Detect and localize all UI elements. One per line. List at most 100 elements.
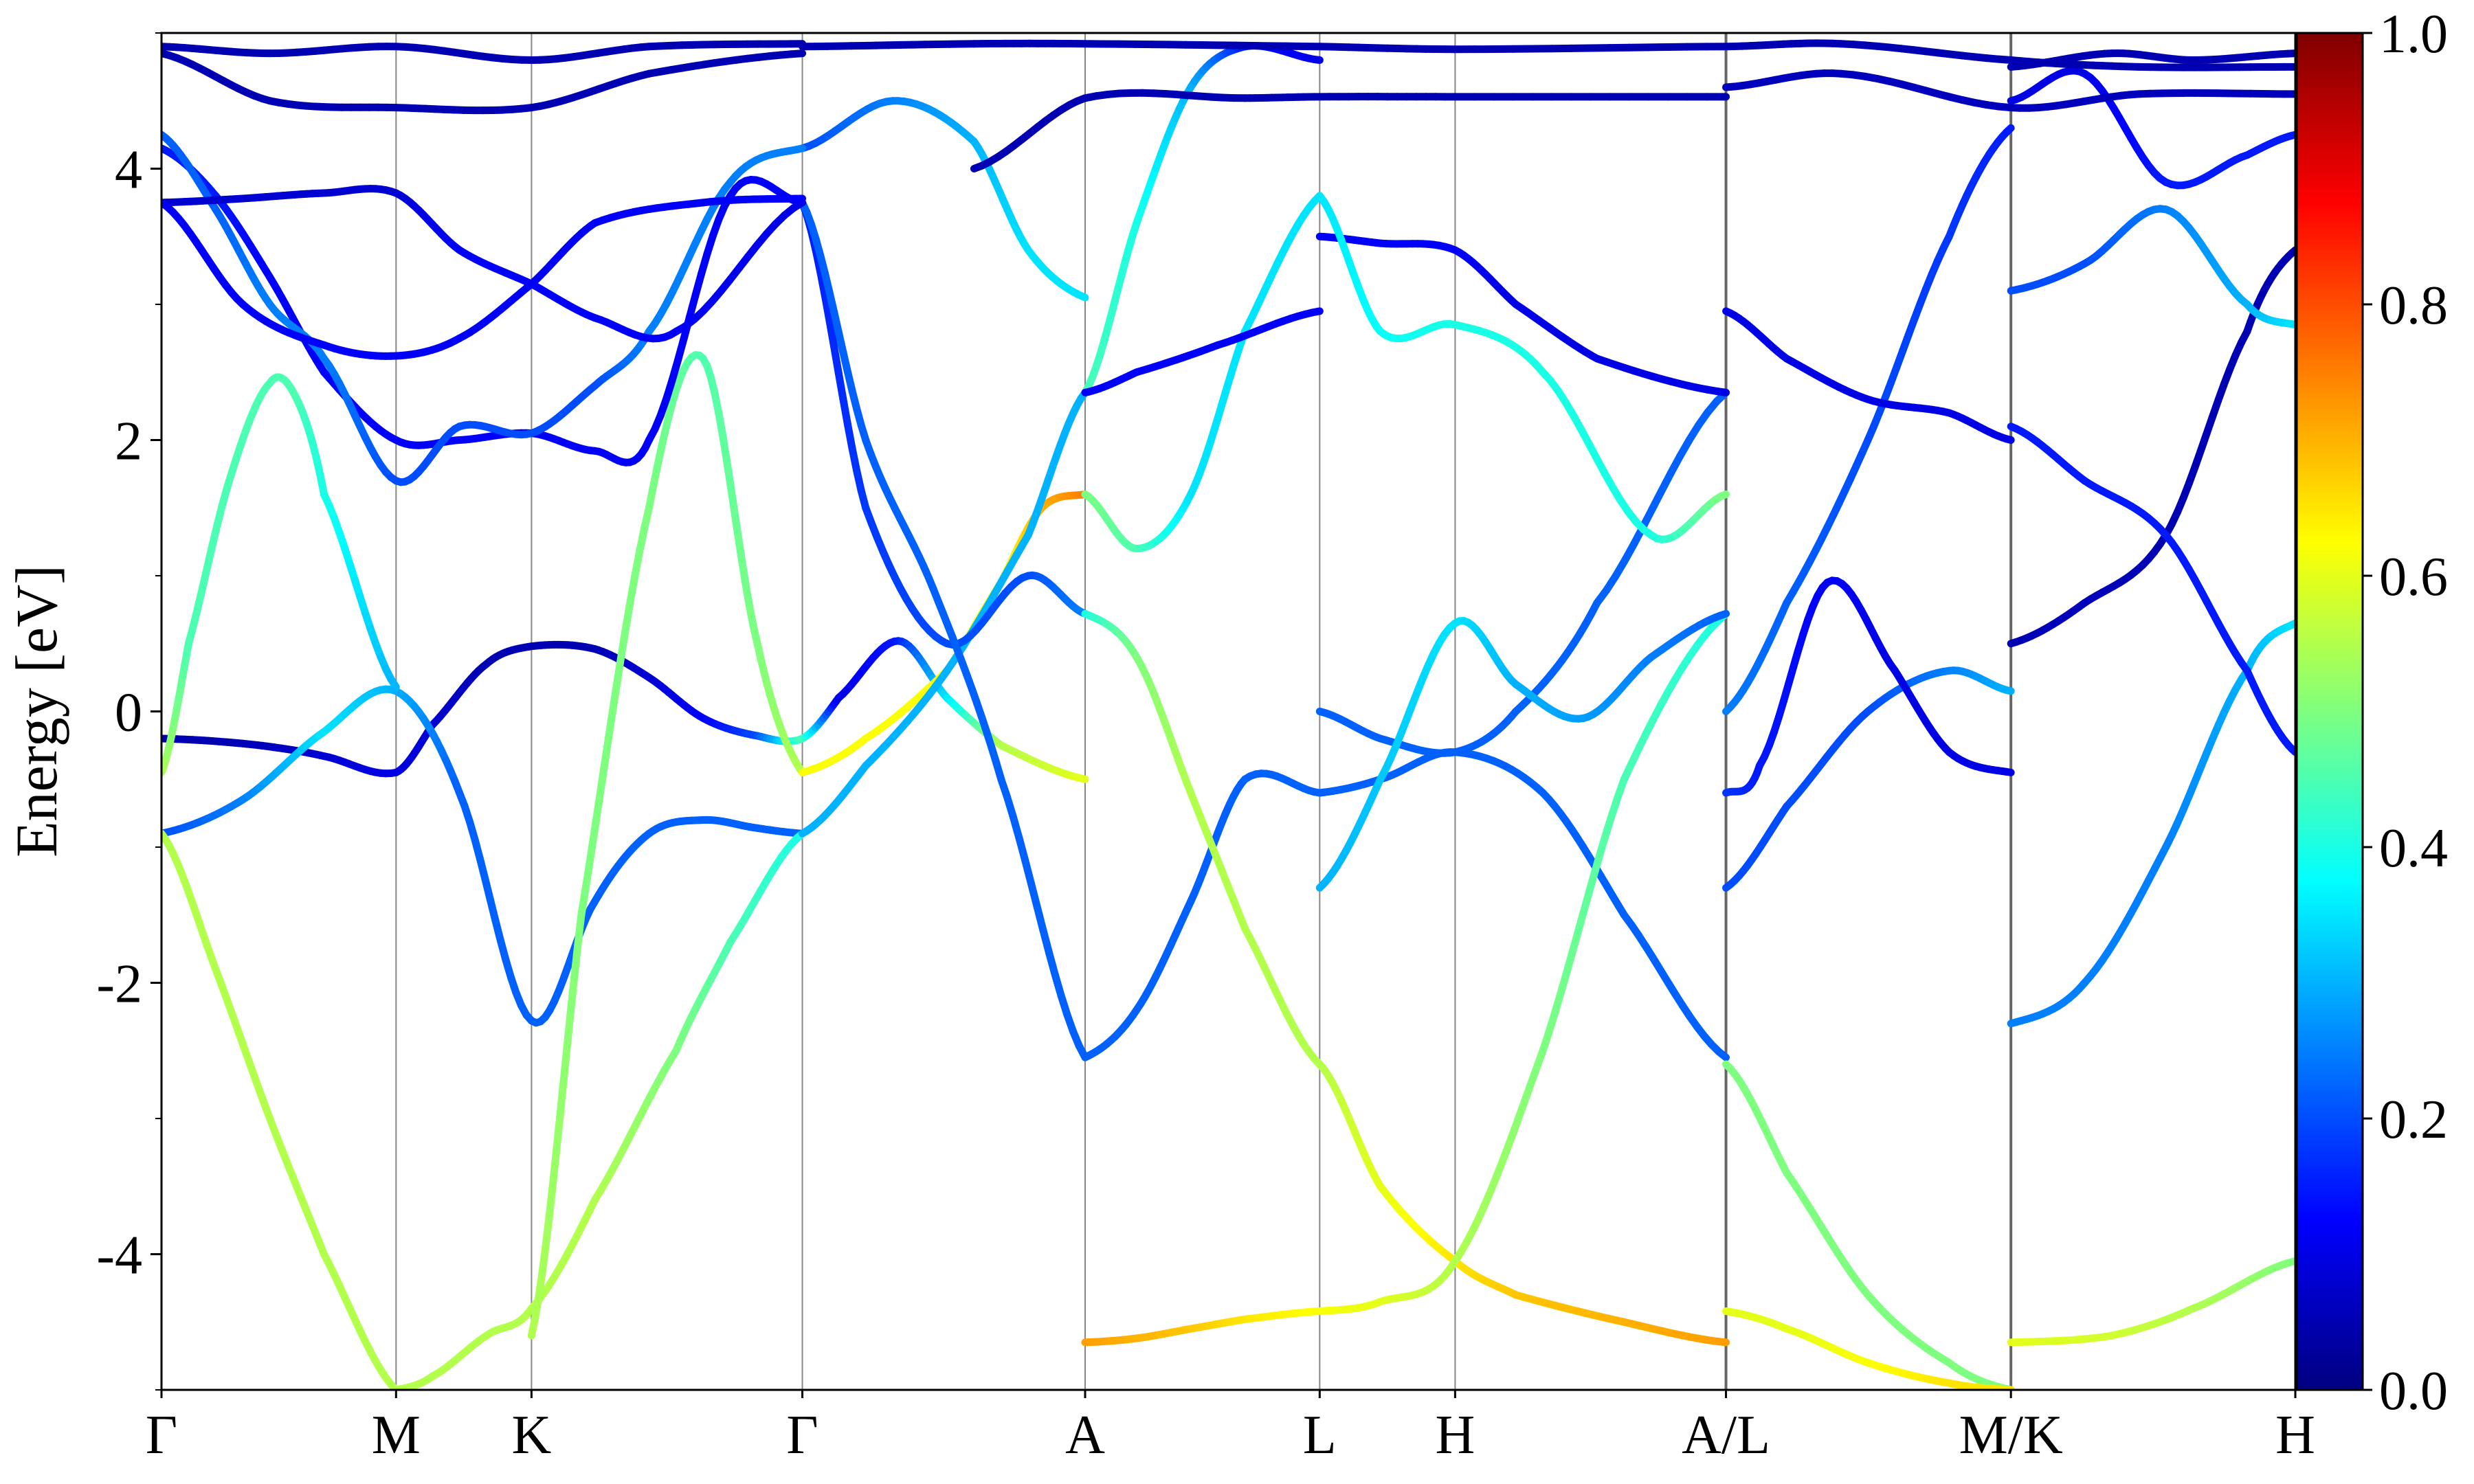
band-segment [789,199,807,212]
band-segment [582,850,595,889]
x-tick-label: H [2275,1405,2315,1465]
band-line [1722,124,2015,715]
colorbar-tick-label: 0.4 [2379,818,2448,879]
band-line [1722,39,2295,71]
band-segment [793,144,807,153]
band-segment [821,292,834,325]
band-line [1315,232,1730,396]
band-line [1722,576,2015,797]
band-segment [2284,1257,2295,1267]
band-line [527,351,807,1340]
band-segment [1021,856,1035,888]
band-segment [1715,1048,1730,1061]
x-tick-label: Γ [786,1405,818,1465]
x-tick-label: A/L [1682,1405,1770,1465]
x-tick-label: Γ [146,1405,177,1465]
band-line [799,199,1089,1061]
plot-frame [160,32,2297,1391]
band-segment [387,675,400,691]
y-axis-label: Energy [eV] [3,565,69,857]
band-segment [2003,124,2015,136]
band-segment [734,531,746,565]
x-tick-label: M/K [1959,1405,2063,1465]
band-line [161,131,807,486]
band-line [392,829,807,1390]
band-line [1315,609,1730,892]
x-tick-label: H [1436,1405,1475,1465]
x-tick-label: K [511,1405,551,1465]
colorbar: 0.0 0.2 0.4 0.6 0.8 1.0 [2295,4,2448,1421]
colorbar-tick-label: 0.0 [2379,1361,2448,1421]
band-segment [587,818,600,858]
x-axis: Γ M K Γ A L H A/L M/K H [146,1390,2315,1465]
band-segment [556,1077,568,1121]
band-segment [621,601,634,638]
band-segment [601,722,614,762]
band-line [1081,1307,1324,1347]
band-segment [825,317,838,351]
band-segment [1033,903,1047,934]
band-line [1722,69,2295,112]
band-line [161,40,807,64]
band-segment [559,1042,571,1086]
band-line [161,185,807,343]
band-segment [839,395,851,428]
band-segment [1308,307,1324,317]
band-segment [2003,435,2015,444]
band-segment [718,431,731,462]
band-line [1315,192,1730,543]
y-tick-label: 2 [115,412,142,472]
band-line [161,373,400,776]
band-segment [538,1241,550,1277]
band-segment [542,1212,553,1250]
band-segment [1717,609,1730,620]
band-line [1081,42,1324,396]
band-segment [577,881,590,919]
y-tick-label: -2 [96,954,142,1015]
band-segment [592,786,605,827]
colorbar-ticks: 0.0 0.2 0.4 0.6 0.8 1.0 [2363,4,2448,1421]
colorbar-gradient [2295,32,2364,1391]
band-line [161,829,400,1390]
x-tick-label: L [1303,1405,1337,1465]
x-tick-label: M [372,1405,421,1465]
band-segment [738,556,750,589]
band-line [1315,1060,1730,1347]
band-segment [843,420,856,452]
band-segment [616,629,629,668]
band-line [161,685,807,1027]
band-lines [161,39,2295,1390]
band-segment [574,911,586,949]
band-line [2007,67,2295,190]
band-line [2007,205,2295,329]
band-segment [553,1112,564,1155]
band-line [799,491,1089,776]
band-segment [1027,879,1041,911]
band-line [1722,1060,2015,1390]
band-line [2007,1257,2295,1347]
band-line [1722,666,2015,892]
band-line [1081,609,1324,1068]
band-segment [1077,292,1089,302]
band-line [1722,307,2015,444]
y-tick-label: 0 [115,683,142,743]
colorbar-tick-label: 0.6 [2379,547,2448,607]
band-segment [635,525,648,556]
band-line [1081,192,1324,552]
band-segment [1713,387,1730,396]
band-segment [730,506,742,539]
band-segment [611,660,624,699]
band-line [1081,769,1324,1061]
band-line [799,97,1089,302]
band-segment [566,974,579,1016]
band-segment [563,1008,575,1050]
band-segment [625,574,638,609]
band-line [161,194,807,360]
band-line [799,388,1089,837]
band-line [1315,609,1730,1315]
band-segment [606,690,619,730]
band-line [1081,307,1324,396]
band-line [161,49,807,115]
band-segment [848,444,861,475]
